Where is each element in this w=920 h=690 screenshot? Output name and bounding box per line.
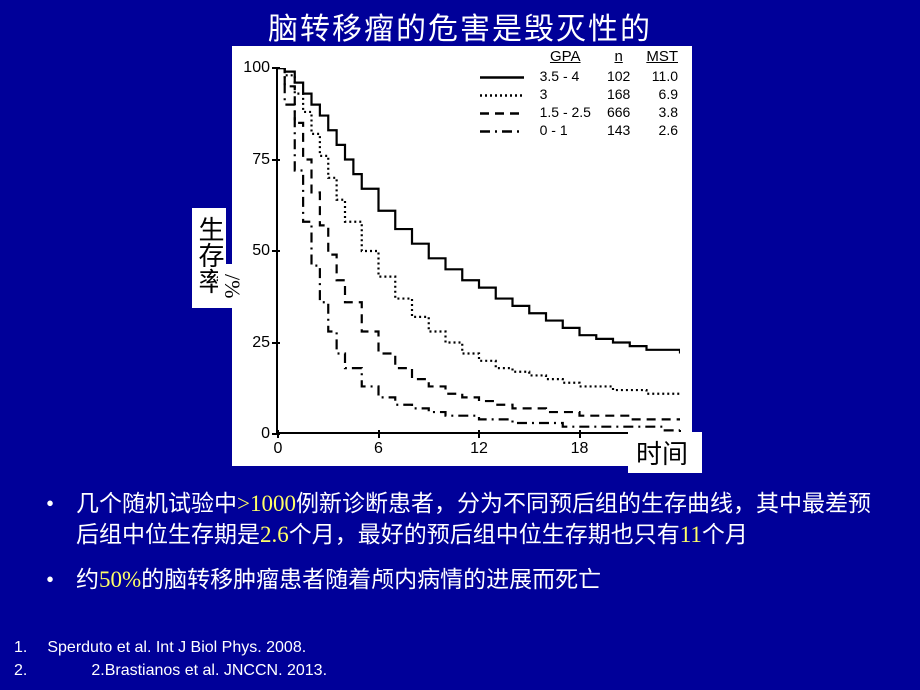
bullet-item: • 几个随机试验中>1000例新诊断患者，分为不同预后组的生存曲线，其中最差预后… xyxy=(46,488,876,550)
slide-title: 脑转移瘤的危害是毁灭性的 xyxy=(0,0,920,48)
bullet-item: • 约50%的脑转移肿瘤患者随着颅内病情的进展而死亡 xyxy=(46,564,876,595)
ref-row: 1.Sperduto et al. Int J Biol Phys. 2008. xyxy=(2,638,333,659)
y-axis-unit: /% xyxy=(218,264,246,308)
legend-hdr-mst: MST xyxy=(638,48,686,67)
survival-chart: 025507510006121824 GPA n MST 3.5 - 41021… xyxy=(232,46,692,466)
legend-hdr-n: n xyxy=(599,48,638,67)
legend-hdr-gpa: GPA xyxy=(532,48,599,67)
bullet-text: 几个随机试验中>1000例新诊断患者，分为不同预后组的生存曲线，其中最差预后组中… xyxy=(76,488,876,550)
ref-row: 2.2.Brastianos et al. JNCCN. 2013. xyxy=(2,661,333,682)
x-axis-label: 时间 xyxy=(628,432,702,473)
bullet-text: 约50%的脑转移肿瘤患者随着颅内病情的进展而死亡 xyxy=(76,564,876,595)
references: 1.Sperduto et al. Int J Biol Phys. 2008.… xyxy=(0,636,335,684)
bullet-list: • 几个随机试验中>1000例新诊断患者，分为不同预后组的生存曲线，其中最差预后… xyxy=(46,488,876,609)
bullet-marker: • xyxy=(46,488,76,550)
bullet-marker: • xyxy=(46,564,76,595)
chart-legend: GPA n MST 3.5 - 410211.0 31686.9 1.5 - 2… xyxy=(472,48,686,139)
